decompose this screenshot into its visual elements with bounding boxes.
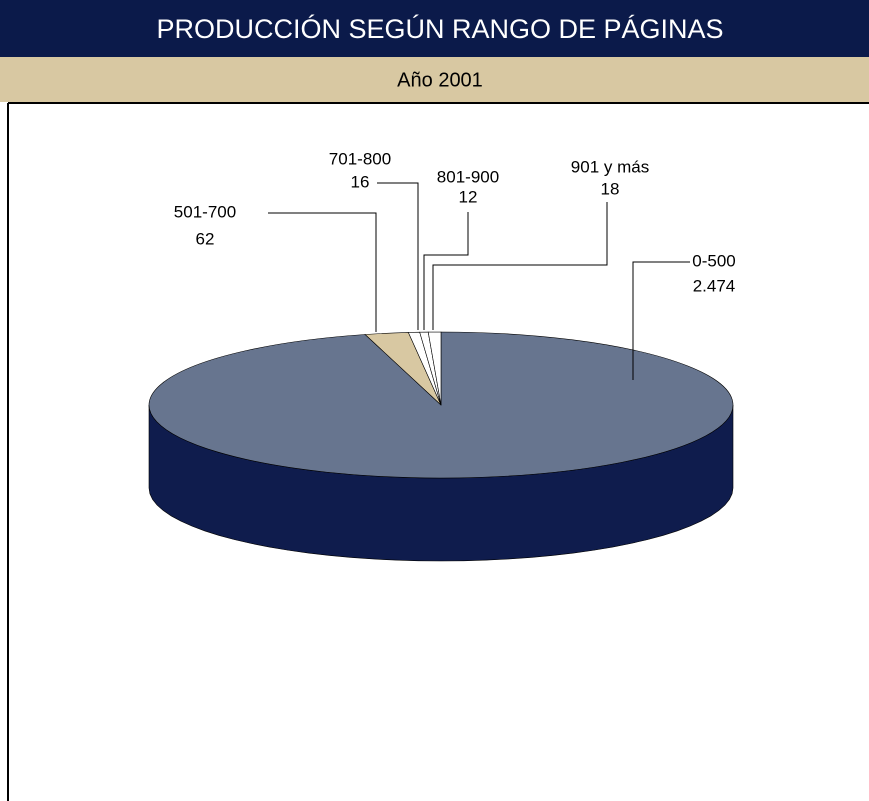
slice-label: 701-800	[329, 149, 391, 168]
leader-line	[377, 182, 419, 330]
slice-value-label: 18	[601, 179, 620, 198]
slice-value-label: 62	[196, 229, 215, 248]
leader-line	[632, 261, 690, 380]
slice-label: 801-900	[437, 167, 499, 186]
slice-value-label: 2.474	[693, 276, 736, 295]
leader-line	[432, 202, 608, 330]
chart-title: PRODUCCIÓN SEGÚN RANGO DE PÁGINAS	[156, 13, 723, 44]
slice-label: 501-700	[174, 202, 236, 221]
pie-slice	[427, 331, 442, 406]
slice-value-label: 12	[459, 187, 478, 206]
slice-label: 901 y más	[571, 157, 649, 176]
slice-value-label: 16	[351, 172, 370, 191]
leader-line	[268, 212, 377, 332]
leader-line	[423, 212, 469, 330]
slice-label: 0-500	[692, 251, 735, 270]
chart-subtitle: Año 2001	[397, 69, 483, 91]
title-bar	[0, 0, 869, 57]
subtitle-bar	[0, 57, 869, 102]
